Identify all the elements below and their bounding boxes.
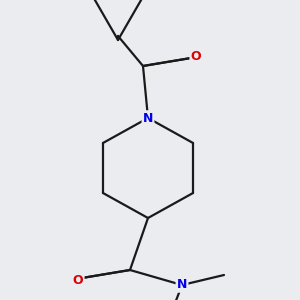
Text: O: O	[73, 274, 83, 286]
Text: O: O	[191, 50, 201, 62]
Text: N: N	[177, 278, 187, 292]
Text: N: N	[143, 112, 153, 124]
